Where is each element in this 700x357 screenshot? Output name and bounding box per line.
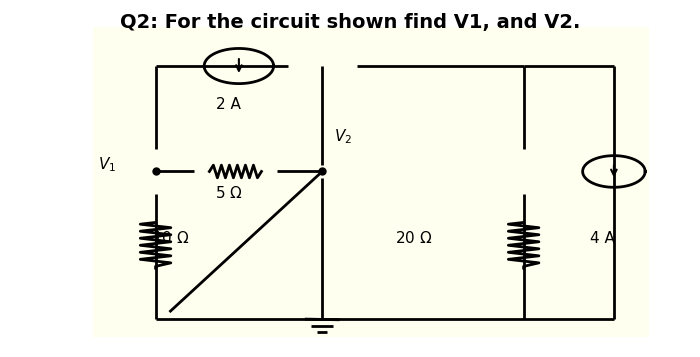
Text: 2 A: 2 A <box>216 97 241 112</box>
FancyBboxPatch shape <box>93 27 649 337</box>
Text: Q2: For the circuit shown find V1, and V2.: Q2: For the circuit shown find V1, and V… <box>120 13 580 32</box>
Text: 4 A: 4 A <box>589 231 615 246</box>
Text: 20 $\Omega$: 20 $\Omega$ <box>395 230 433 246</box>
Text: 10 $\Omega$: 10 $\Omega$ <box>152 230 190 246</box>
Text: 5 $\Omega$: 5 $\Omega$ <box>215 185 242 201</box>
Text: $V_2$: $V_2$ <box>334 127 352 146</box>
Text: $V_1$: $V_1$ <box>98 155 116 174</box>
